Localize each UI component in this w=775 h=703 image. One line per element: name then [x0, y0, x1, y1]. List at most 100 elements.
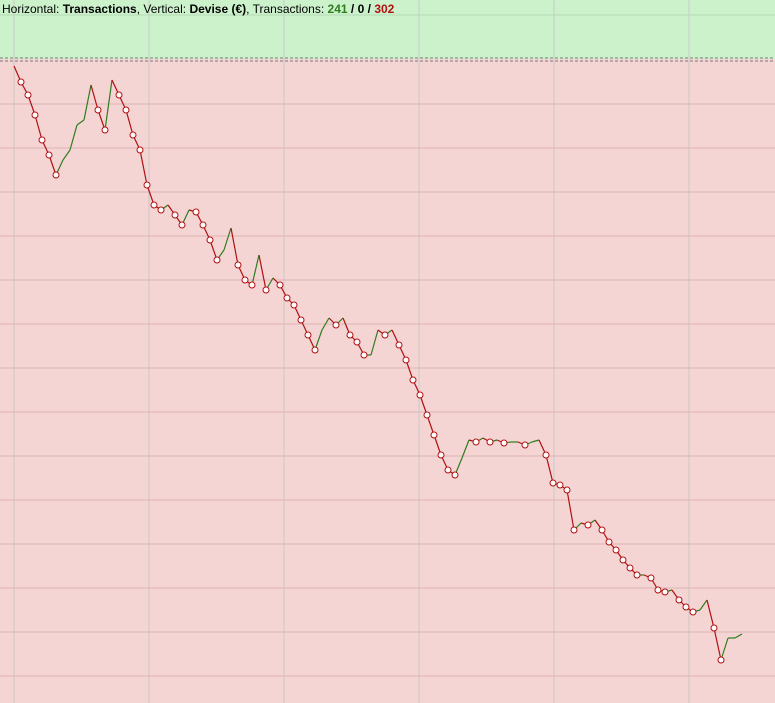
loss-marker [178, 221, 186, 229]
loss-marker [647, 574, 655, 582]
loss-marker [199, 221, 207, 229]
loss-marker [353, 338, 361, 346]
segment [83, 84, 92, 121]
loss-marker [346, 331, 354, 339]
segment [139, 149, 148, 186]
segment [146, 184, 155, 206]
loss-marker [689, 608, 697, 616]
segment [433, 434, 442, 456]
segment [405, 359, 414, 381]
segment [97, 109, 106, 131]
segment [419, 394, 428, 416]
draws: 0 [358, 2, 365, 16]
loss-marker [416, 391, 424, 399]
loss-marker [24, 91, 32, 99]
loss-marker [241, 276, 249, 284]
segment [62, 149, 71, 161]
segment [321, 317, 330, 331]
header-band [0, 0, 775, 59]
loss-marker [276, 281, 284, 289]
loss-marker [17, 78, 25, 86]
segment [706, 599, 715, 629]
loss-marker [31, 111, 39, 119]
separator: / [368, 2, 372, 16]
loss-marker [262, 286, 270, 294]
loss-marker [129, 131, 137, 139]
loss-marker [570, 526, 578, 534]
loss-marker [654, 586, 662, 594]
loss-marker [423, 411, 431, 419]
loss-marker [171, 211, 179, 219]
segment [426, 414, 435, 436]
loss-marker [297, 316, 305, 324]
loss-marker [192, 208, 200, 216]
loss-marker [101, 126, 109, 134]
segment [34, 114, 43, 141]
loss-marker [626, 564, 634, 572]
loss-marker [437, 451, 445, 459]
loss-marker [395, 341, 403, 349]
label: , Vertical: [137, 2, 186, 16]
segment [699, 599, 708, 611]
loss-marker [661, 588, 669, 596]
loss-marker [409, 376, 417, 384]
loss-marker [682, 603, 690, 611]
loss-marker [675, 596, 683, 604]
loss-marker [556, 481, 564, 489]
loss-marker [451, 471, 459, 479]
label: , Transactions: [246, 2, 324, 16]
loss-marker [143, 181, 151, 189]
segment [314, 329, 323, 351]
segment [48, 154, 57, 176]
loss-marker [311, 346, 319, 354]
loss-marker [486, 438, 494, 446]
value: Devise (€) [189, 2, 246, 16]
plot-area [0, 59, 775, 703]
loss-marker [332, 321, 340, 329]
loss-marker [444, 466, 452, 474]
value: Transactions [63, 2, 137, 16]
loss-marker [612, 546, 620, 554]
loss-marker [402, 356, 410, 364]
loss-marker [619, 556, 627, 564]
loss-marker [542, 451, 550, 459]
segment [720, 637, 729, 661]
loss-marker [52, 171, 60, 179]
segment [223, 227, 232, 251]
segment [566, 489, 575, 531]
loss-marker [283, 294, 291, 302]
loss-marker [360, 351, 368, 359]
segment [734, 633, 743, 639]
loss-marker [122, 106, 130, 114]
loss-marker [521, 441, 529, 449]
segment [531, 439, 540, 443]
loss-marker [500, 439, 508, 447]
loss-marker [115, 91, 123, 99]
loss-marker [234, 261, 242, 269]
segment [90, 84, 99, 111]
loss-marker [157, 206, 165, 214]
loss-marker [598, 526, 606, 534]
loss-marker [717, 656, 725, 664]
segment [76, 119, 85, 126]
separator: / [351, 2, 355, 16]
losses: 302 [374, 2, 394, 16]
header-text: Horizontal: Transactions, Vertical: Devi… [2, 2, 395, 16]
label: Horizontal: [2, 2, 59, 16]
segment [258, 254, 267, 291]
loss-marker [633, 571, 641, 579]
segment [209, 239, 218, 261]
segment [251, 254, 260, 286]
loss-marker [430, 431, 438, 439]
loss-marker [213, 256, 221, 264]
loss-marker [206, 236, 214, 244]
segment [230, 227, 239, 266]
loss-marker [605, 538, 613, 546]
segment [104, 79, 113, 131]
loss-marker [381, 331, 389, 339]
loss-marker [549, 479, 557, 487]
segment [713, 627, 722, 661]
